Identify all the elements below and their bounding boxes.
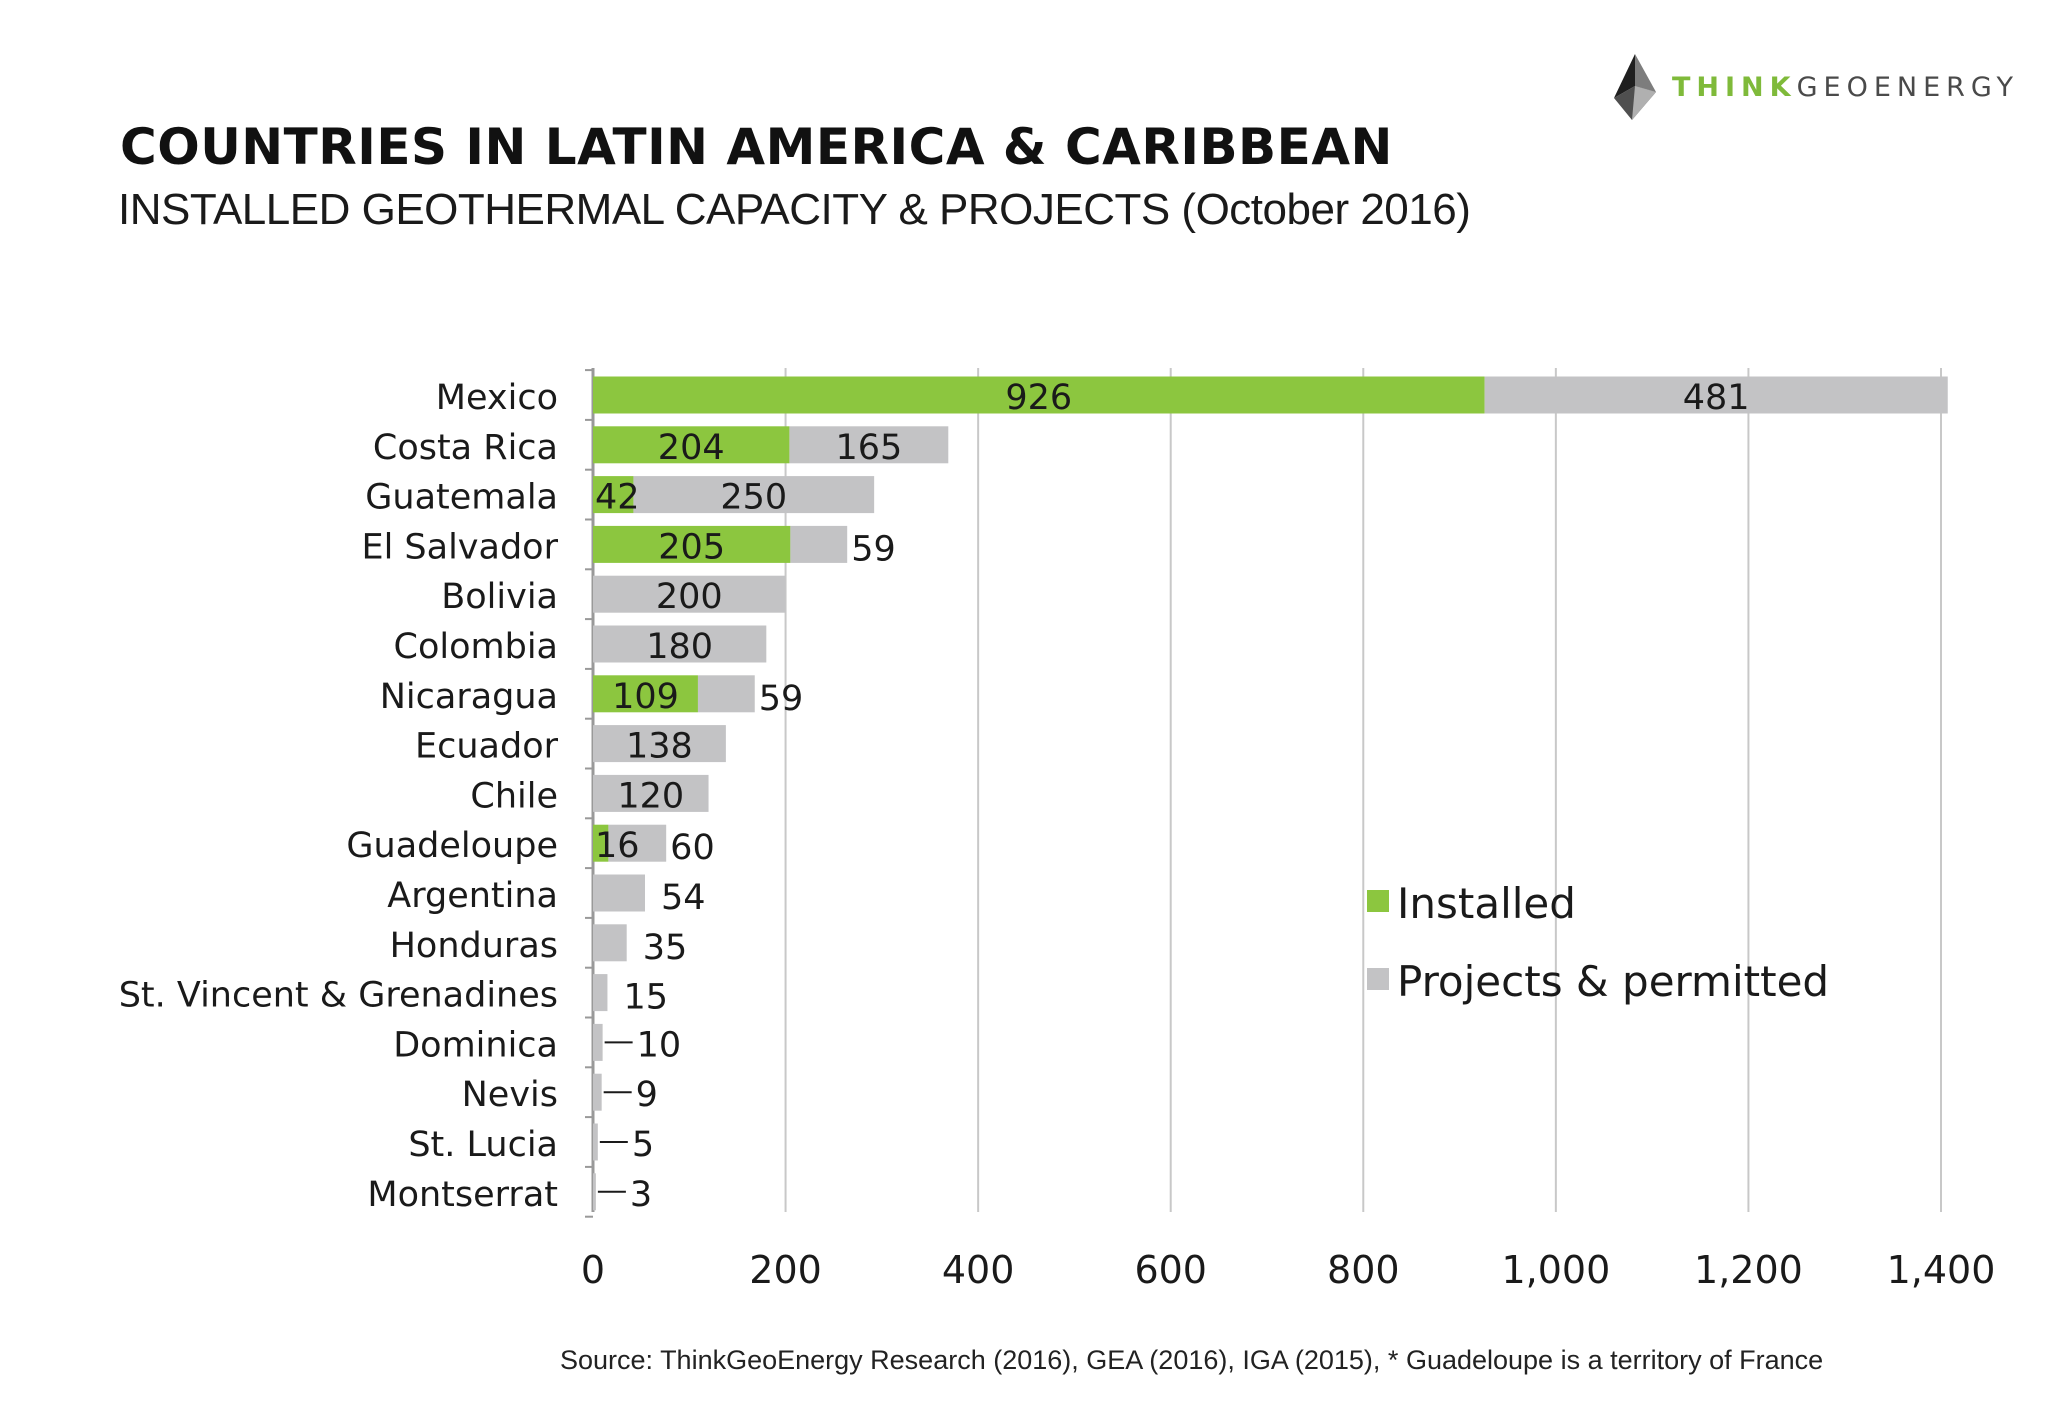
x-tick-label: 0	[581, 1248, 605, 1292]
category-label: Nevis	[462, 1075, 558, 1115]
bar-projects	[790, 525, 848, 563]
x-tick-label: 400	[942, 1248, 1015, 1292]
category-label: Honduras	[390, 926, 558, 966]
bar-installed	[593, 476, 634, 514]
logo-text-think: THINK	[1672, 71, 1797, 103]
x-tick-label: 1,200	[1694, 1248, 1803, 1292]
bar-projects	[593, 924, 627, 962]
bar-projects	[593, 774, 709, 812]
bar-projects	[593, 1123, 598, 1161]
category-label: Argentina	[387, 876, 558, 916]
data-label-installed: 42	[595, 478, 640, 518]
chart-subtitle: INSTALLED GEOTHERMAL CAPACITY & PROJECTS…	[118, 185, 1471, 234]
data-label-projects: 3	[630, 1175, 652, 1215]
data-label-projects: 35	[643, 928, 688, 968]
bar-projects	[608, 824, 667, 862]
bar-installed	[593, 824, 609, 862]
legend-label-installed: Installed	[1397, 879, 1576, 928]
data-label-projects: 15	[623, 978, 668, 1018]
data-label-projects: 59	[851, 529, 896, 569]
bar-installed	[593, 525, 791, 563]
data-label-projects: 165	[835, 428, 902, 468]
bar-projects	[593, 1173, 596, 1211]
bar-projects	[593, 625, 767, 663]
category-label: St. Lucia	[408, 1125, 558, 1165]
bar-projects	[593, 1023, 603, 1061]
data-label-projects: 5	[632, 1125, 654, 1165]
bar-projects	[789, 426, 949, 464]
bar-projects	[593, 725, 726, 763]
data-label-installed: 926	[1005, 378, 1072, 418]
category-label: Montserrat	[367, 1175, 558, 1215]
data-label-installed: 109	[612, 677, 679, 717]
x-tick-label: 1,000	[1501, 1248, 1610, 1292]
x-tick-label: 200	[749, 1248, 822, 1292]
category-label: Dominica	[393, 1025, 558, 1065]
legend-swatch-installed	[1367, 890, 1389, 912]
bar-projects	[593, 575, 786, 613]
logo: THINKGEOENERGY	[1610, 52, 2019, 122]
data-label-projects: 10	[637, 1025, 682, 1065]
data-label-projects: 250	[720, 478, 787, 518]
data-label-projects: 59	[759, 679, 804, 719]
category-label: St. Vincent & Grenadines	[119, 976, 558, 1016]
data-label-projects: 9	[636, 1075, 658, 1115]
bar-installed	[593, 675, 698, 713]
category-label: Nicaragua	[380, 677, 558, 717]
bar-projects	[633, 476, 875, 514]
bar-projects	[593, 1073, 602, 1111]
data-label-installed: 16	[595, 826, 640, 866]
pyramid-logo-icon	[1614, 54, 1656, 120]
bar-projects	[1484, 376, 1948, 414]
logo-text: THINKGEOENERGY	[1672, 72, 2019, 103]
data-label-installed: 205	[658, 527, 725, 567]
bar-projects	[593, 874, 645, 912]
source-note: Source: ThinkGeoEnergy Research (2016), …	[560, 1345, 1824, 1375]
bar-installed	[593, 426, 790, 464]
chart-title: COUNTRIES IN LATIN AMERICA & CARIBBEAN	[120, 118, 1393, 176]
category-label: Costa Rica	[373, 428, 558, 468]
data-label-projects: 54	[661, 878, 706, 918]
category-label: Ecuador	[415, 727, 559, 767]
logo-text-geoenergy: GEOENERGY	[1796, 71, 2019, 103]
data-label-projects: 200	[656, 577, 723, 617]
data-label-projects: 138	[626, 727, 693, 767]
legend-swatch-projects	[1367, 968, 1389, 990]
data-label-projects: 481	[1683, 378, 1750, 418]
x-tick-label: 1,400	[1887, 1248, 1996, 1292]
category-label: Colombia	[394, 627, 558, 667]
category-label: Guadeloupe	[346, 826, 558, 866]
data-label-projects: 60	[670, 828, 715, 868]
category-label: Guatemala	[365, 478, 558, 518]
category-label: El Salvador	[361, 527, 558, 567]
bar-projects	[697, 675, 755, 713]
x-tick-label: 800	[1327, 1248, 1400, 1292]
legend-label-projects: Projects & permitted	[1397, 957, 1829, 1006]
category-label: Bolivia	[441, 577, 558, 617]
category-label: Mexico	[436, 378, 558, 418]
category-label: Chile	[470, 776, 558, 816]
data-label-installed: 204	[658, 428, 725, 468]
bar-installed	[593, 376, 1485, 414]
data-label-projects: 120	[617, 776, 684, 816]
bar-projects	[593, 974, 608, 1012]
data-label-projects: 180	[646, 627, 713, 667]
x-tick-label: 600	[1134, 1248, 1207, 1292]
